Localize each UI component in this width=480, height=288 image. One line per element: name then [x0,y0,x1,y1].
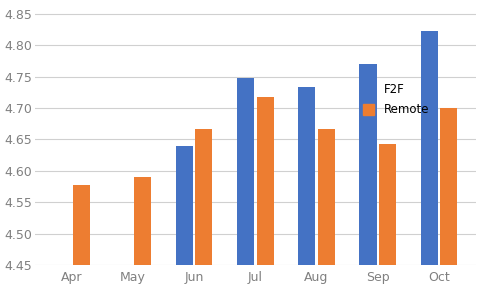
Bar [360,64,377,265]
Bar [420,31,438,265]
Bar [176,146,193,265]
Bar [237,78,254,265]
Legend: F2F, Remote: F2F, Remote [363,83,430,116]
Bar [73,185,90,265]
Bar [318,129,335,265]
Bar [440,108,457,265]
Bar [134,177,151,265]
Bar [298,87,315,265]
Bar [256,97,274,265]
Bar [195,129,213,265]
Bar [379,144,396,265]
